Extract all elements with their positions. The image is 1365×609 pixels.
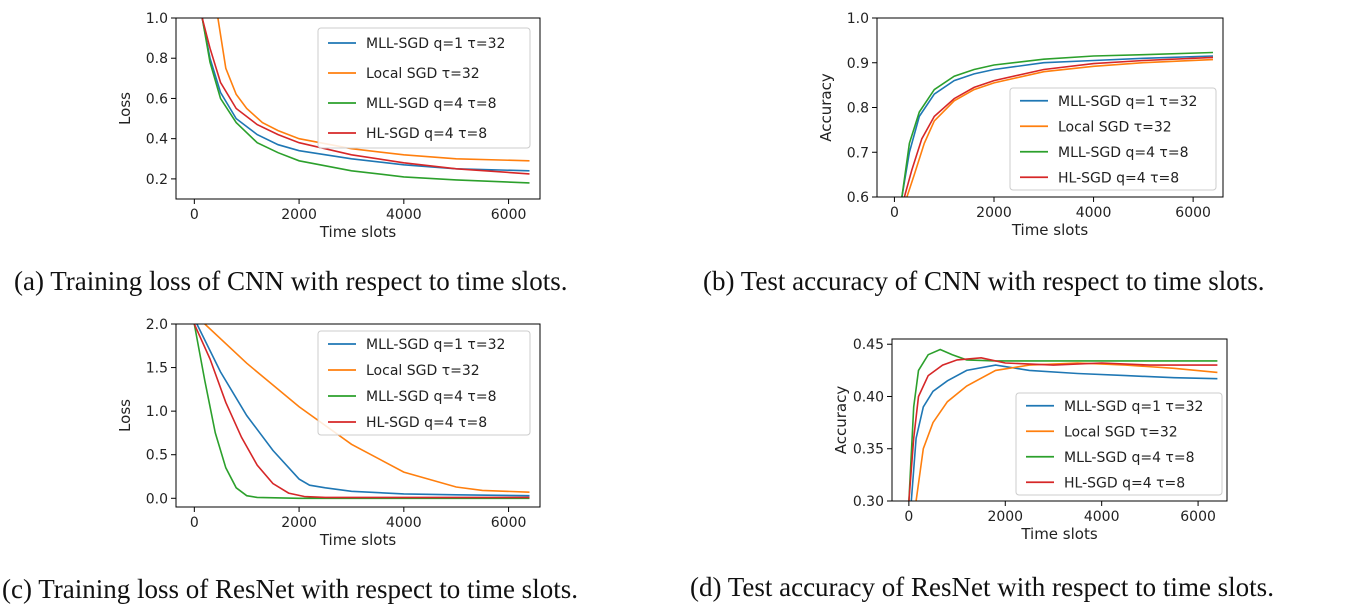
x-axis-label-b: Time slots bbox=[1011, 221, 1089, 239]
legend-label-b-3: HL-SGD q=4 τ=8 bbox=[1058, 170, 1179, 186]
plot-frame-d bbox=[891, 338, 1228, 502]
x-tick-label-d-1: 2000 bbox=[987, 509, 1023, 525]
chart-d-svg: 0 2000 4000 6000 0.30 0.35 0.40 0.45 Time slots A… bbox=[832, 337, 1228, 543]
series-line-c-0 bbox=[196, 324, 530, 497]
y-axis-label-b: Accuracy bbox=[817, 73, 835, 142]
series-line-c-2 bbox=[193, 324, 530, 500]
x-axis-label-c: Time slots bbox=[319, 531, 397, 549]
chart-c-svg: 0 2000 4000 6000 0.0 0.5 1.0 1.5 2.0 Time slots Lo… bbox=[116, 317, 541, 549]
y-tick-label-c-1: 0.5 bbox=[146, 448, 168, 464]
x-tick-label-a-3: 6000 bbox=[491, 207, 527, 223]
series-line-d-3 bbox=[908, 356, 1218, 501]
x-tick-label-b-0: 0 bbox=[890, 205, 899, 221]
x-tick-label-d-0: 0 bbox=[904, 509, 913, 525]
x-tick-label-a-2: 4000 bbox=[386, 207, 422, 223]
x-tick-label-d-3: 6000 bbox=[1180, 509, 1216, 525]
series-line-d-2 bbox=[908, 348, 1218, 501]
y-tick-label-a-3: 0.8 bbox=[146, 51, 168, 67]
x-tick-label-c-0: 0 bbox=[190, 515, 199, 531]
y-tick-label-b-3: 0.9 bbox=[847, 56, 869, 72]
x-tick-label-a-0: 0 bbox=[190, 207, 199, 223]
x-tick-label-c-1: 2000 bbox=[281, 515, 317, 531]
legend-label-a-2: MLL-SGD q=4 τ=8 bbox=[366, 96, 497, 112]
legend-box-a bbox=[317, 27, 531, 149]
y-tick-label-d-3: 0.45 bbox=[853, 337, 884, 353]
y-tick-label-c-2: 1.0 bbox=[146, 404, 168, 420]
y-tick-label-a-0: 0.2 bbox=[146, 172, 168, 188]
series-line-b-2 bbox=[901, 51, 1214, 197]
legend-label-a-0: MLL-SGD q=1 τ=32 bbox=[366, 36, 505, 52]
y-tick-label-c-4: 2.0 bbox=[146, 317, 168, 333]
legend-label-d-0: MLL-SGD q=1 τ=32 bbox=[1064, 399, 1203, 415]
series-line-d-0 bbox=[910, 364, 1218, 501]
y-tick-label-d-0: 0.30 bbox=[853, 494, 884, 510]
chart-panel-b: 0 2000 4000 6000 0.6 0.7 0.8 0.9 1.0 Time slots Ac… bbox=[690, 0, 1365, 300]
y-tick-label-c-0: 0.0 bbox=[146, 491, 168, 507]
chart-a-svg: 0 2000 4000 6000 0.2 0.4 0.6 0.8 1.0 Time slots Lo… bbox=[116, 11, 541, 241]
x-tick-label-b-2: 4000 bbox=[1076, 205, 1112, 221]
series-line-a-1 bbox=[217, 18, 530, 162]
x-axis-label-a: Time slots bbox=[319, 223, 397, 241]
y-tick-label-a-1: 0.4 bbox=[146, 132, 168, 148]
y-tick-label-c-3: 1.5 bbox=[146, 361, 168, 377]
legend-label-c-2: MLL-SGD q=4 τ=8 bbox=[366, 389, 497, 405]
caption-a: (a) Training loss of CNN with respect to… bbox=[14, 266, 568, 296]
legend-label-a-3: HL-SGD q=4 τ=8 bbox=[366, 126, 487, 142]
chart-panel-c: 0 2000 4000 6000 0.0 0.5 1.0 1.5 2.0 Time slots Lo… bbox=[0, 305, 680, 565]
y-tick-label-a-4: 1.0 bbox=[146, 11, 168, 27]
x-tick-label-b-3: 6000 bbox=[1175, 205, 1211, 221]
y-tick-label-b-0: 0.6 bbox=[847, 190, 869, 206]
chart-b-svg: 0 2000 4000 6000 0.6 0.7 0.8 0.9 1.0 Time slots Ac… bbox=[817, 11, 1224, 239]
caption-c: (c) Training loss of ResNet with respect… bbox=[2, 574, 578, 604]
chart-panel-d: 0 2000 4000 6000 0.30 0.35 0.40 0.45 Time slots A… bbox=[690, 305, 1365, 565]
y-tick-label-b-4: 1.0 bbox=[847, 11, 869, 27]
legend-box-b bbox=[1009, 87, 1217, 191]
series-line-b-1 bbox=[906, 58, 1214, 197]
legend-label-b-1: Local SGD τ=32 bbox=[1058, 119, 1172, 135]
legend-label-d-3: HL-SGD q=4 τ=8 bbox=[1064, 475, 1185, 491]
legend-box-c bbox=[317, 330, 531, 436]
series-line-d-1 bbox=[915, 362, 1218, 501]
series-line-a-3 bbox=[201, 18, 530, 175]
y-axis-label-c: Loss bbox=[116, 399, 134, 432]
caption-d: (d) Test accuracy of ResNet with respect… bbox=[690, 572, 1274, 602]
legend-label-c-3: HL-SGD q=4 τ=8 bbox=[366, 415, 487, 431]
y-tick-label-d-1: 0.35 bbox=[853, 442, 884, 458]
x-tick-label-b-1: 2000 bbox=[976, 205, 1012, 221]
plot-frame-a bbox=[175, 17, 541, 200]
y-tick-label-a-2: 0.6 bbox=[146, 91, 168, 107]
y-axis-label-a: Loss bbox=[116, 92, 134, 125]
series-line-c-3 bbox=[193, 324, 530, 499]
series-line-c-1 bbox=[204, 324, 530, 493]
x-tick-label-d-2: 4000 bbox=[1084, 509, 1120, 525]
legend-label-a-1: Local SGD τ=32 bbox=[366, 66, 480, 82]
y-tick-label-d-2: 0.40 bbox=[853, 389, 884, 405]
legend-label-b-2: MLL-SGD q=4 τ=8 bbox=[1058, 145, 1189, 161]
y-axis-label-d: Accuracy bbox=[832, 386, 850, 455]
x-tick-label-c-3: 6000 bbox=[491, 515, 527, 531]
y-tick-label-b-2: 0.8 bbox=[847, 101, 869, 117]
plot-frame-c bbox=[175, 323, 541, 508]
x-axis-label-d: Time slots bbox=[1020, 525, 1098, 543]
caption-b: (b) Test accuracy of CNN with respect to… bbox=[703, 266, 1265, 296]
legend-label-b-0: MLL-SGD q=1 τ=32 bbox=[1058, 94, 1197, 110]
x-tick-label-a-1: 2000 bbox=[281, 207, 317, 223]
chart-panel-a: 0 2000 4000 6000 0.2 0.4 0.6 0.8 1.0 Time slots Lo… bbox=[0, 0, 680, 300]
series-line-a-2 bbox=[201, 18, 530, 184]
series-line-a-0 bbox=[201, 18, 530, 172]
series-line-b-0 bbox=[901, 55, 1214, 197]
legend-label-d-2: MLL-SGD q=4 τ=8 bbox=[1064, 450, 1195, 466]
x-tick-label-c-2: 4000 bbox=[386, 515, 422, 531]
legend-box-d bbox=[1015, 392, 1223, 496]
legend-label-d-1: Local SGD τ=32 bbox=[1064, 424, 1178, 440]
y-tick-label-b-1: 0.7 bbox=[847, 145, 869, 161]
legend-label-c-0: MLL-SGD q=1 τ=32 bbox=[366, 337, 505, 353]
legend-label-c-1: Local SGD τ=32 bbox=[366, 363, 480, 379]
series-line-b-3 bbox=[903, 56, 1214, 197]
